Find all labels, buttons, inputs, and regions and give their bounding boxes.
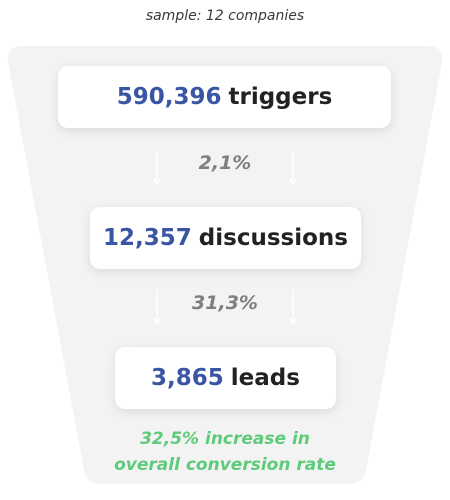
down-arrow-icon [288, 290, 298, 326]
down-arrow-icon [152, 290, 162, 326]
stage-value: 3,865 [151, 365, 224, 391]
down-arrow-icon [288, 150, 298, 186]
stage-card-triggers: 590,396 triggers [58, 66, 391, 128]
stage-label: triggers [228, 84, 333, 110]
stage-value: 12,357 [103, 225, 192, 251]
stage-card-discussions: 12,357 discussions [90, 207, 361, 269]
down-arrow-icon [152, 150, 162, 186]
conversion-rate-label: 2,1% [198, 152, 252, 174]
stage-label: discussions [198, 225, 348, 251]
stage-value: 590,396 [116, 84, 222, 110]
stage-card-leads: 3,865 leads [115, 347, 336, 409]
overall-conversion-note: 32,5% increase in overall conversion rat… [0, 426, 450, 478]
conversion-note-line: overall conversion rate [114, 455, 336, 475]
conversion-note-line: 32,5% increase in [140, 429, 310, 449]
conversion-rate-label: 31,3% [192, 292, 258, 314]
stage-label: leads [230, 365, 300, 391]
sample-note: sample: 12 companies [145, 8, 305, 24]
